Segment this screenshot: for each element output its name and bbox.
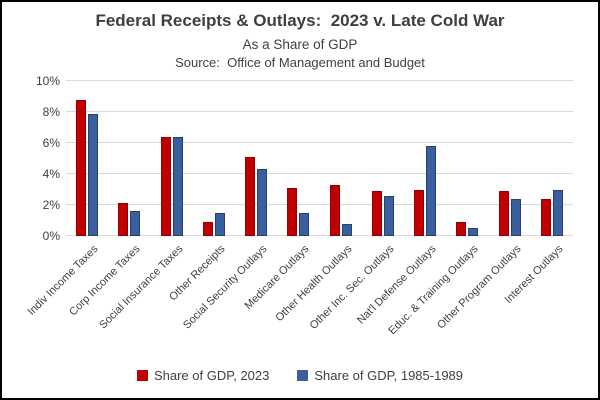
bar-group [446,81,488,236]
legend-marker-icon [297,370,309,381]
bar-series-0 [456,222,467,236]
bar-series-0 [371,191,382,236]
chart-title: Federal Receipts & Outlays: 2023 v. Late… [95,11,505,30]
y-tick-label: 2% [42,198,60,212]
bar-series-1 [299,212,310,236]
bar-group [193,81,235,236]
bar-series-0 [76,99,87,236]
gridline [66,142,573,143]
bar-series-1 [341,223,352,236]
y-tick-label: 0% [42,229,60,243]
legend-label: Share of GDP, 1985-1989 [314,368,464,383]
bar-group [66,81,108,236]
gridline [66,173,573,174]
legend-item-0: Share of GDP, 2023 [136,368,270,383]
bar-series-0 [287,187,298,236]
bar-group [235,81,277,236]
bar-series-1 [214,212,225,236]
bar-series-1 [88,113,99,236]
y-tick-label: 10% [35,74,60,88]
bar-series-1 [172,136,183,236]
bar-series-1 [426,146,437,236]
bar-group [531,81,573,236]
plot-area [66,80,573,236]
bar-series-0 [160,136,171,236]
y-tick-label: 6% [42,136,60,150]
bar-series-0 [202,222,213,236]
bar-series-0 [498,191,509,236]
legend-label: Share of GDP, 2023 [153,368,270,383]
bar-group [404,81,446,236]
bar-series-1 [510,198,521,236]
bar-series-0 [118,203,129,236]
bar-series-1 [552,189,563,236]
bar-group [108,81,150,236]
legend-marker-icon [136,370,148,381]
bar-series-1 [383,195,394,236]
chart-source: Source: Office of Management and Budget [175,55,425,70]
chart-subtitle: As a Share of GDP [242,37,358,52]
bar-series-1 [468,228,479,236]
gridline [66,80,573,81]
bar-series-1 [257,169,268,236]
legend: Share of GDP, 2023 Share of GDP, 1985-198… [2,368,598,383]
gridline [66,235,573,236]
legend-item-1: Share of GDP, 1985-1989 [297,368,463,383]
gridline [66,111,573,112]
bar-series-0 [414,189,425,236]
bar-group [489,81,531,236]
y-tick-label: 4% [42,167,60,181]
bar-group [151,81,193,236]
gridline [66,204,573,205]
bar-group [320,81,362,236]
bar-series-0 [329,184,340,236]
bar-series-0 [245,156,256,236]
bar-group [362,81,404,236]
bar-group [277,81,319,236]
bar-series-0 [540,198,551,236]
bar-series-1 [130,211,141,236]
y-tick-label: 8% [42,105,60,119]
